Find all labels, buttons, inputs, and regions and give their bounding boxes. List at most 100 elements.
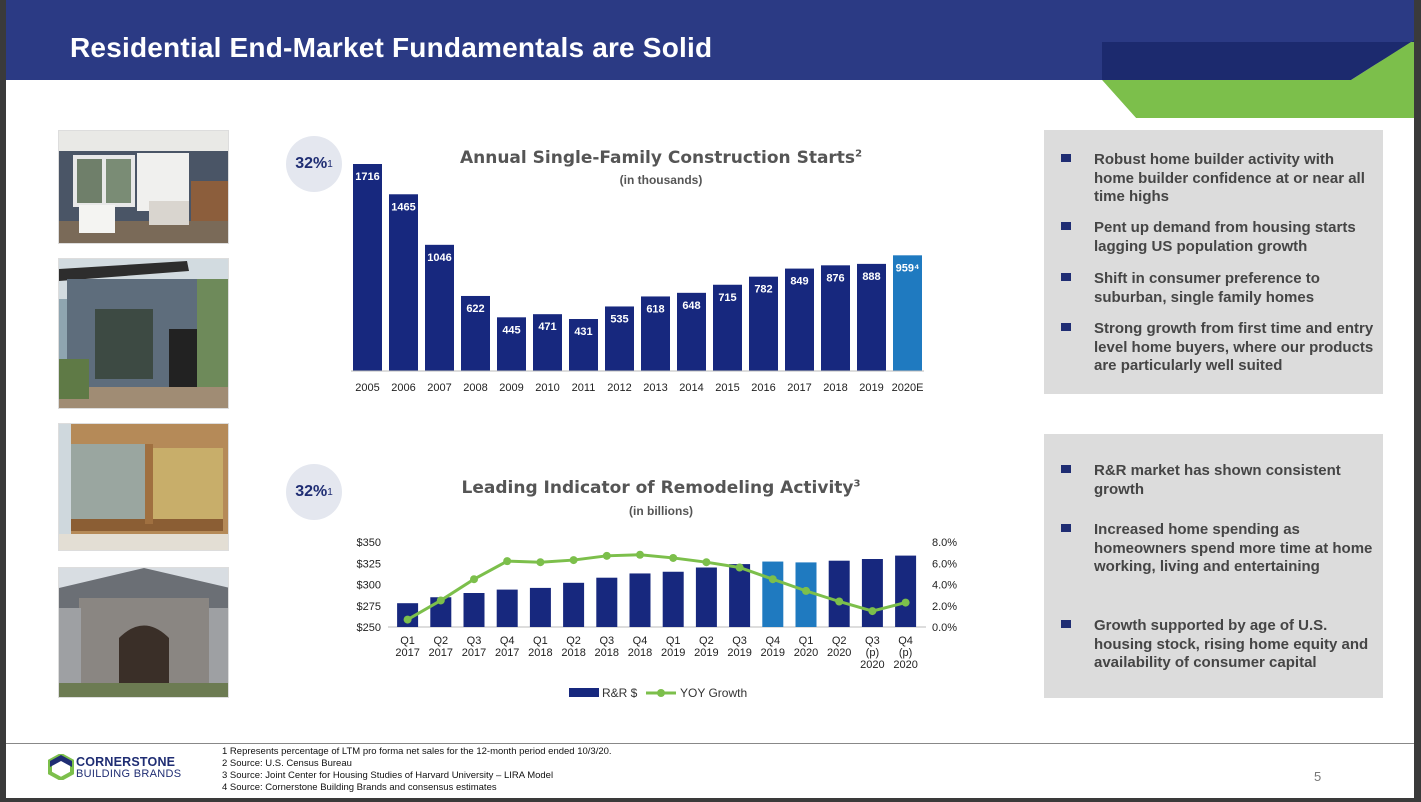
- x-tick-line: 2018: [628, 647, 652, 659]
- bar-2018: [821, 265, 850, 371]
- rr-bar-1: [397, 603, 419, 627]
- rr-bar-6: [563, 582, 585, 627]
- bar-2017: [785, 268, 814, 371]
- bar-2010: [533, 314, 562, 371]
- bullet-marker: [1061, 154, 1071, 162]
- footnote-1: 1 Represents percentage of LTM pro forma…: [222, 746, 612, 757]
- x-tick-line: Q2: [433, 635, 448, 647]
- chart2-subtitle: (in billions): [629, 504, 693, 518]
- x-tick-line: 2017: [495, 647, 519, 659]
- legend-line-label: YOY Growth: [680, 686, 747, 700]
- bar-2008: [461, 295, 490, 371]
- chart2-badge-sup: 1: [327, 486, 333, 498]
- yoy-point-7: [602, 551, 611, 560]
- bar-2016: [749, 276, 778, 371]
- yoy-point-6: [569, 556, 578, 565]
- legend-bar-swatch: [569, 688, 599, 697]
- x-tick-line: Q1: [400, 635, 415, 647]
- slide: Residential End-Market Fundamentals are …: [6, 0, 1414, 798]
- chart2-badge: 32% 1: [286, 464, 342, 520]
- x-tick-line: 2017: [395, 647, 419, 659]
- fundamentals-panel-2: R&R market has shown consistent growth I…: [1044, 434, 1383, 698]
- x-tick-2019: 2019: [859, 382, 883, 394]
- y-right-tick: 2.0%: [932, 601, 957, 613]
- bar-label-2020E: 959⁴: [896, 262, 920, 274]
- header-accent: [1102, 40, 1414, 118]
- rr-bar-7: [596, 577, 618, 627]
- chart2-title-sup: 3: [853, 478, 861, 490]
- footnote-4: 4 Source: Cornerstone Building Brands an…: [222, 782, 497, 793]
- chart1-badge: 32% 1: [286, 136, 342, 192]
- y-left-tick: $325: [357, 558, 381, 570]
- bar-label-2016: 782: [754, 284, 772, 296]
- stone-entry-photo-icon: [58, 567, 229, 698]
- x-tick-line: Q3: [599, 635, 614, 647]
- x-tick-line: 2019: [727, 647, 751, 659]
- chart1-title: Annual Single-Family Construction Starts…: [426, 148, 896, 168]
- x-tick-2009: 2009: [499, 382, 523, 394]
- footnote-2: 2 Source: U.S. Census Bureau: [222, 758, 352, 769]
- logo-line1: CORNERSTONE: [76, 755, 176, 769]
- logo-line2: BUILDING BRANDS: [76, 768, 182, 780]
- bar-label-2010: 471: [538, 321, 556, 333]
- panel1-bullet-2: Pent up demand from housing starts laggi…: [1094, 219, 1356, 255]
- bar-2011: [569, 319, 598, 371]
- rr-bar-9: [662, 571, 684, 627]
- x-tick-2006: 2006: [391, 382, 415, 394]
- chart1-subtitle: (in thousands): [619, 173, 703, 187]
- x-tick-line: Q1: [666, 635, 681, 647]
- yoy-point-10: [702, 558, 711, 567]
- x-tick-line: 2018: [595, 647, 619, 659]
- rr-bar-12: [762, 561, 784, 627]
- footnote-3: 3 Source: Joint Center for Housing Studi…: [222, 770, 554, 781]
- x-tick-line: Q4: [500, 635, 515, 647]
- x-tick-2014: 2014: [679, 382, 703, 394]
- x-tick-2018: 2018: [823, 382, 847, 394]
- x-tick-2017: 2017: [787, 382, 811, 394]
- yoy-point-14: [835, 597, 844, 606]
- bullet-marker: [1061, 323, 1071, 331]
- x-tick-2005: 2005: [355, 382, 379, 394]
- page-number: 5: [1314, 769, 1322, 784]
- rr-bar-15: [861, 559, 883, 627]
- x-tick-line: 2019: [661, 647, 685, 659]
- bar-2015: [713, 284, 742, 371]
- chart2-title: Leading Indicator of Remodeling Activity…: [406, 478, 916, 498]
- x-tick-line: Q1: [533, 635, 548, 647]
- y-left-tick: $250: [357, 622, 381, 634]
- yoy-point-13: [802, 586, 810, 595]
- x-tick-2012: 2012: [607, 382, 631, 394]
- x-tick-line: Q2: [566, 635, 581, 647]
- bar-label-2008: 622: [466, 303, 484, 315]
- x-tick-line: 2018: [561, 647, 585, 659]
- bar-2020E: [893, 255, 922, 371]
- bar-label-2005: 1716: [355, 171, 379, 183]
- porch-photo-icon: [58, 130, 229, 244]
- x-tick-line: Q2: [832, 635, 847, 647]
- chart1-title-text: Annual Single-Family Construction Starts: [459, 148, 856, 168]
- x-tick-2008: 2008: [463, 382, 487, 394]
- x-tick-2011: 2011: [572, 382, 596, 394]
- legend-bar-label: R&R $: [602, 686, 638, 700]
- x-tick-line: Q3: [467, 635, 482, 647]
- yoy-point-15: [868, 607, 877, 616]
- y-left-tick: $350: [357, 537, 381, 549]
- x-tick-line: 2020: [794, 647, 818, 659]
- yoy-point-12: [768, 575, 777, 584]
- rr-bar-5: [529, 587, 551, 627]
- bar-2014: [677, 292, 706, 371]
- x-tick-line: 2019: [694, 647, 718, 659]
- bar-2006: [389, 194, 418, 371]
- cornerstone-logo-icon: [48, 754, 74, 780]
- yoy-point-1: [403, 615, 412, 624]
- y-right-tick: 6.0%: [932, 558, 957, 570]
- x-tick-line: Q1: [799, 635, 814, 647]
- yoy-point-16: [901, 598, 910, 607]
- bar-label-2014: 648: [682, 300, 700, 312]
- x-tick-line: (p): [899, 647, 912, 659]
- bar-label-2007: 1046: [427, 252, 451, 264]
- x-tick-line: Q4: [633, 635, 648, 647]
- panel1-bullet-3: Shift in consumer preference to suburban…: [1094, 270, 1320, 306]
- yoy-point-3: [470, 575, 478, 584]
- yoy-point-9: [669, 553, 678, 562]
